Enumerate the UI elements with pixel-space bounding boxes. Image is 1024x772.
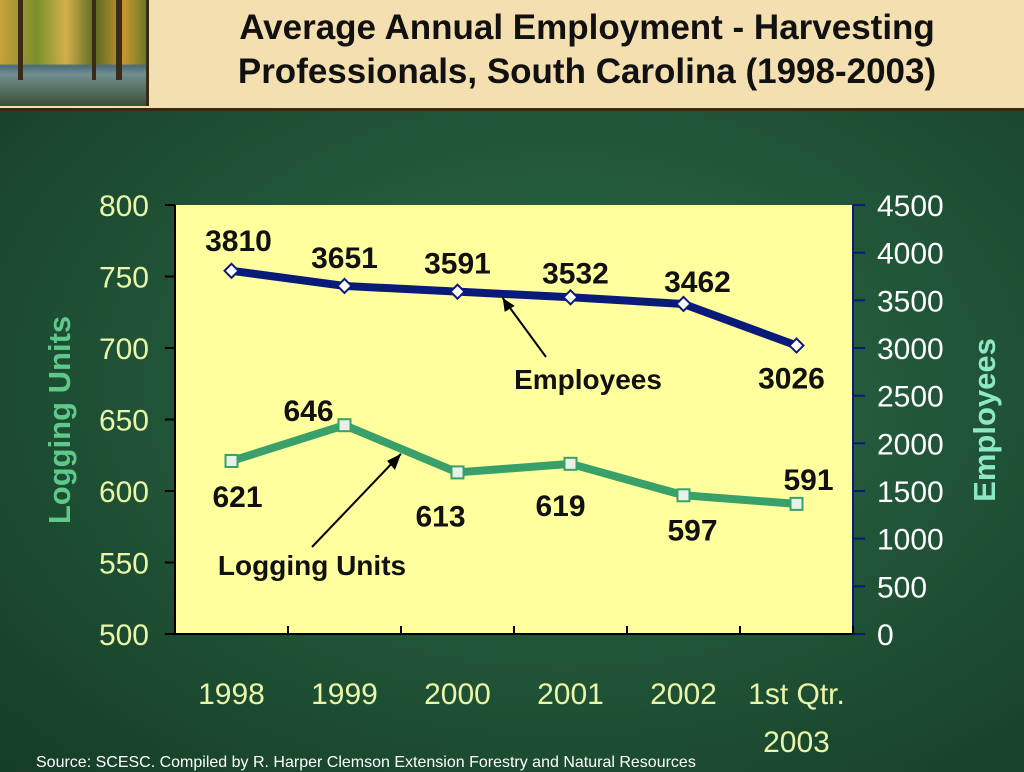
data-point-employees: [788, 337, 805, 354]
data-label-employees: 3532: [542, 257, 609, 290]
y-tick-label-left: 800: [99, 190, 149, 223]
y-tick-label-left: 500: [99, 619, 149, 652]
source-note: Source: SCESC. Compiled by R. Harper Cle…: [36, 754, 696, 771]
slide-title: Average Annual Employment - Harvesting P…: [150, 6, 1024, 94]
data-point-employees: [223, 262, 240, 280]
data-label-logging-units: 621: [212, 481, 262, 514]
x-tick-label: 2002: [650, 678, 717, 711]
annotation-employees: Employees: [514, 364, 662, 395]
data-label-logging-units: 597: [667, 514, 717, 547]
y-tick-label-right: 0: [877, 619, 894, 652]
y-tick-label-left: 550: [99, 548, 149, 581]
y-tick-label-right: 4500: [877, 190, 944, 223]
data-label-employees: 3462: [664, 266, 731, 299]
annotation-logging-units: Logging Units: [218, 550, 406, 581]
title-line-1: Average Annual Employment - Harvesting: [239, 8, 935, 47]
data-point-logging-units: [450, 465, 465, 480]
data-point-employees: [336, 277, 353, 295]
y-axis-title-left: Logging Units: [42, 316, 77, 524]
x-tick-label: 1999: [311, 678, 378, 711]
annotation-arrow-logging-units: [311, 453, 402, 548]
x-tick-label: 1998: [198, 678, 265, 711]
y-tick-label-right: 1500: [877, 476, 944, 509]
x-tick-label: 2001: [537, 678, 604, 711]
forest-photo: [0, 0, 149, 106]
data-label-employees: 3651: [311, 242, 378, 275]
data-label-employees: 3026: [758, 363, 825, 396]
y-tick-label-right: 3000: [877, 333, 944, 366]
data-point-employees: [449, 283, 466, 301]
y-tick-label-left: 650: [99, 405, 149, 438]
y-tick-label-right: 2000: [877, 428, 944, 461]
data-point-employees: [675, 295, 692, 313]
y-tick-label-left: 600: [99, 476, 149, 509]
data-point-logging-units: [224, 453, 239, 468]
y-tick-label-right: 500: [877, 571, 927, 604]
y-tick-label-right: 1000: [877, 524, 944, 557]
data-label-employees: 3810: [205, 225, 272, 258]
data-point-logging-units: [337, 418, 352, 433]
series-line-logging-units: [230, 421, 797, 508]
y-tick-label-right: 3500: [877, 285, 944, 318]
data-label-logging-units: 591: [783, 464, 833, 497]
data-label-logging-units: 613: [415, 500, 465, 533]
data-point-employees: [562, 288, 579, 306]
title-bar: Average Annual Employment - Harvesting P…: [0, 0, 1024, 111]
y-tick-label-left: 700: [99, 333, 149, 366]
y-tick-label-right: 4000: [877, 238, 944, 271]
data-point-logging-units: [563, 456, 578, 471]
x-tick-label: 1st Qtr. 2003: [748, 678, 845, 759]
y-axis-title-right: Employees: [967, 338, 1002, 502]
x-tick-label: 2000: [424, 678, 491, 711]
data-label-logging-units: 619: [535, 490, 585, 523]
data-point-logging-units: [789, 496, 804, 511]
y-tick-label-left: 750: [99, 262, 149, 295]
arrowhead-employees: [502, 297, 515, 312]
data-point-logging-units: [676, 488, 691, 503]
data-label-employees: 3591: [424, 248, 491, 281]
arrowhead-logging-units: [387, 453, 401, 470]
series-line-employees: [230, 266, 798, 350]
data-label-logging-units: 646: [283, 395, 333, 428]
title-line-2: Professionals, South Carolina (1998-2003…: [237, 52, 937, 91]
y-tick-label-right: 2500: [877, 381, 944, 414]
